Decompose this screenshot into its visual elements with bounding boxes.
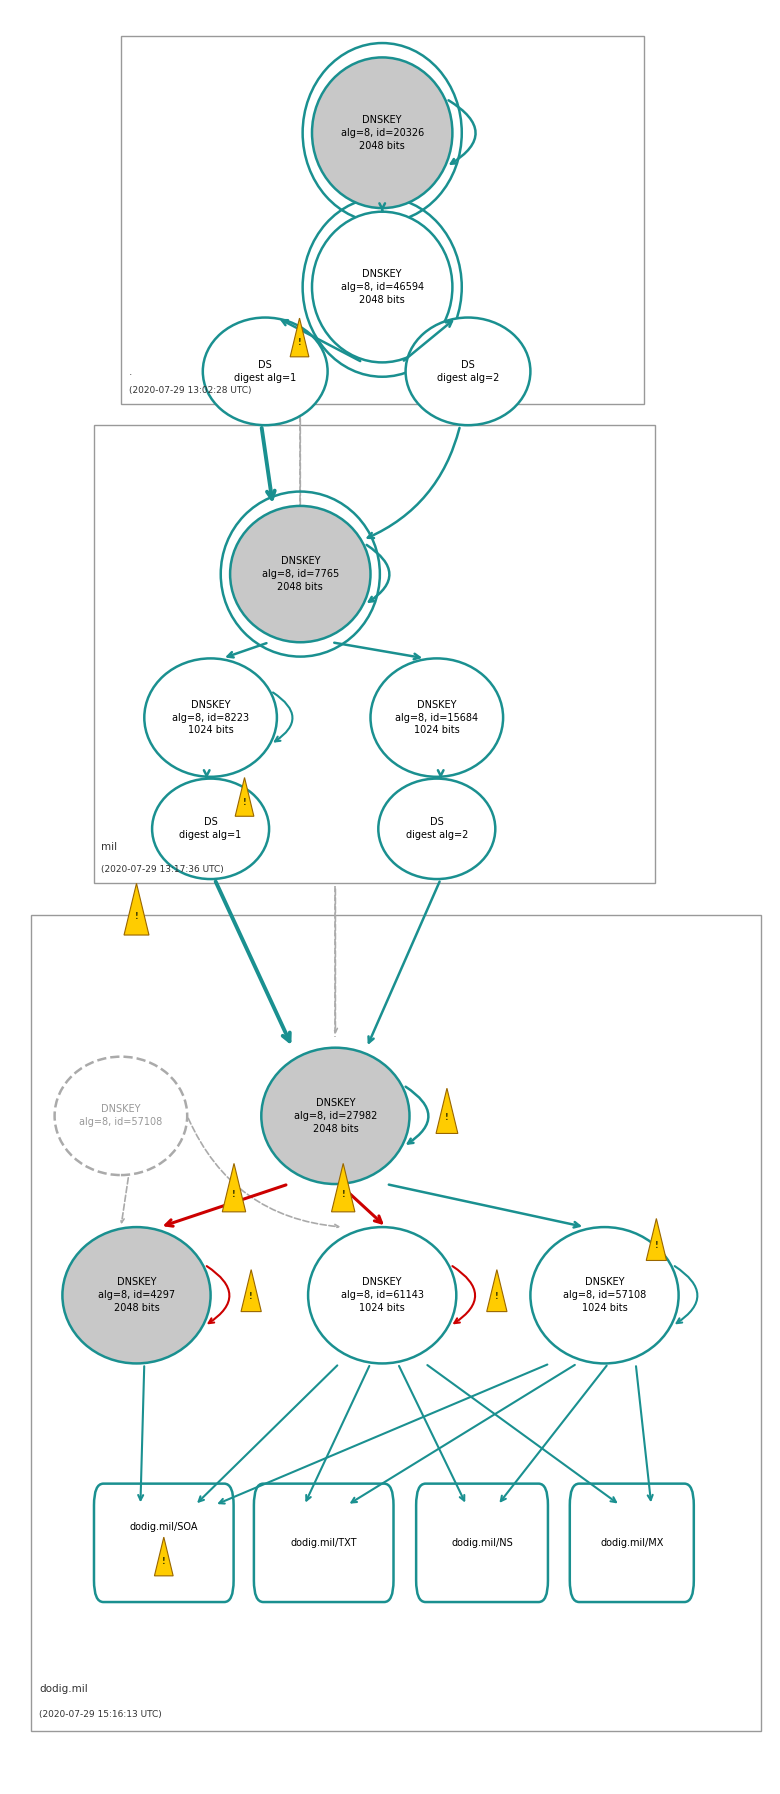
Polygon shape (154, 1537, 173, 1575)
Text: DNSKEY
alg=8, id=61143
1024 bits: DNSKEY alg=8, id=61143 1024 bits (341, 1277, 424, 1313)
Text: !: ! (250, 1292, 253, 1301)
Ellipse shape (230, 506, 370, 642)
Text: !: ! (298, 339, 301, 348)
FancyBboxPatch shape (94, 425, 655, 883)
FancyBboxPatch shape (417, 1484, 548, 1602)
Ellipse shape (406, 318, 530, 425)
Text: dodig.mil/SOA: dodig.mil/SOA (129, 1521, 198, 1532)
Text: DNSKEY
alg=8, id=57108
1024 bits: DNSKEY alg=8, id=57108 1024 bits (563, 1277, 646, 1313)
Text: (2020-07-29 13:17:36 UTC): (2020-07-29 13:17:36 UTC) (101, 865, 224, 874)
Text: !: ! (162, 1557, 165, 1566)
FancyBboxPatch shape (254, 1484, 393, 1602)
Polygon shape (332, 1164, 355, 1213)
FancyBboxPatch shape (570, 1484, 694, 1602)
Text: .: . (129, 368, 132, 377)
Polygon shape (290, 318, 309, 357)
Ellipse shape (203, 318, 328, 425)
Text: (2020-07-29 15:16:13 UTC): (2020-07-29 15:16:13 UTC) (39, 1710, 161, 1719)
Text: !: ! (135, 911, 138, 920)
Ellipse shape (378, 779, 495, 879)
Text: DS
digest alg=1: DS digest alg=1 (179, 818, 242, 840)
Ellipse shape (312, 212, 452, 362)
Ellipse shape (152, 779, 269, 879)
Text: !: ! (243, 798, 246, 807)
Text: DNSKEY
alg=8, id=8223
1024 bits: DNSKEY alg=8, id=8223 1024 bits (172, 700, 249, 736)
FancyBboxPatch shape (94, 1484, 234, 1602)
Ellipse shape (370, 658, 503, 777)
Text: dodig.mil: dodig.mil (39, 1685, 87, 1694)
Text: !: ! (445, 1112, 448, 1121)
Text: DNSKEY
alg=8, id=15684
1024 bits: DNSKEY alg=8, id=15684 1024 bits (395, 700, 478, 736)
FancyBboxPatch shape (31, 915, 760, 1731)
Text: !: ! (232, 1189, 236, 1198)
Text: dodig.mil/NS: dodig.mil/NS (451, 1537, 513, 1548)
Ellipse shape (55, 1057, 187, 1175)
Text: DNSKEY
alg=8, id=4297
2048 bits: DNSKEY alg=8, id=4297 2048 bits (98, 1277, 175, 1313)
Text: DNSKEY
alg=8, id=57108: DNSKEY alg=8, id=57108 (80, 1105, 162, 1127)
Text: DS
digest alg=2: DS digest alg=2 (406, 818, 468, 840)
Text: mil: mil (101, 843, 118, 852)
FancyBboxPatch shape (121, 36, 643, 404)
Ellipse shape (261, 1048, 410, 1184)
Polygon shape (487, 1270, 507, 1311)
Text: DNSKEY
alg=8, id=46594
2048 bits: DNSKEY alg=8, id=46594 2048 bits (341, 269, 424, 305)
Ellipse shape (62, 1227, 211, 1363)
Text: DNSKEY
alg=8, id=20326
2048 bits: DNSKEY alg=8, id=20326 2048 bits (341, 115, 424, 151)
Text: DNSKEY
alg=8, id=7765
2048 bits: DNSKEY alg=8, id=7765 2048 bits (261, 556, 339, 592)
Text: DS
digest alg=2: DS digest alg=2 (437, 361, 499, 382)
Text: !: ! (654, 1241, 658, 1250)
Polygon shape (124, 883, 149, 935)
Polygon shape (436, 1089, 458, 1134)
Ellipse shape (312, 57, 452, 208)
Text: DNSKEY
alg=8, id=27982
2048 bits: DNSKEY alg=8, id=27982 2048 bits (294, 1098, 377, 1134)
Text: DS
digest alg=1: DS digest alg=1 (234, 361, 296, 382)
Polygon shape (241, 1270, 261, 1311)
Ellipse shape (530, 1227, 679, 1363)
Ellipse shape (144, 658, 277, 777)
Polygon shape (222, 1164, 246, 1213)
Text: dodig.mil/TXT: dodig.mil/TXT (290, 1537, 357, 1548)
Ellipse shape (308, 1227, 456, 1363)
Polygon shape (646, 1218, 666, 1261)
Text: (2020-07-29 13:02:28 UTC): (2020-07-29 13:02:28 UTC) (129, 386, 251, 395)
Text: !: ! (342, 1189, 345, 1198)
Text: dodig.mil/MX: dodig.mil/MX (600, 1537, 664, 1548)
Polygon shape (236, 777, 254, 816)
Text: !: ! (495, 1292, 498, 1301)
